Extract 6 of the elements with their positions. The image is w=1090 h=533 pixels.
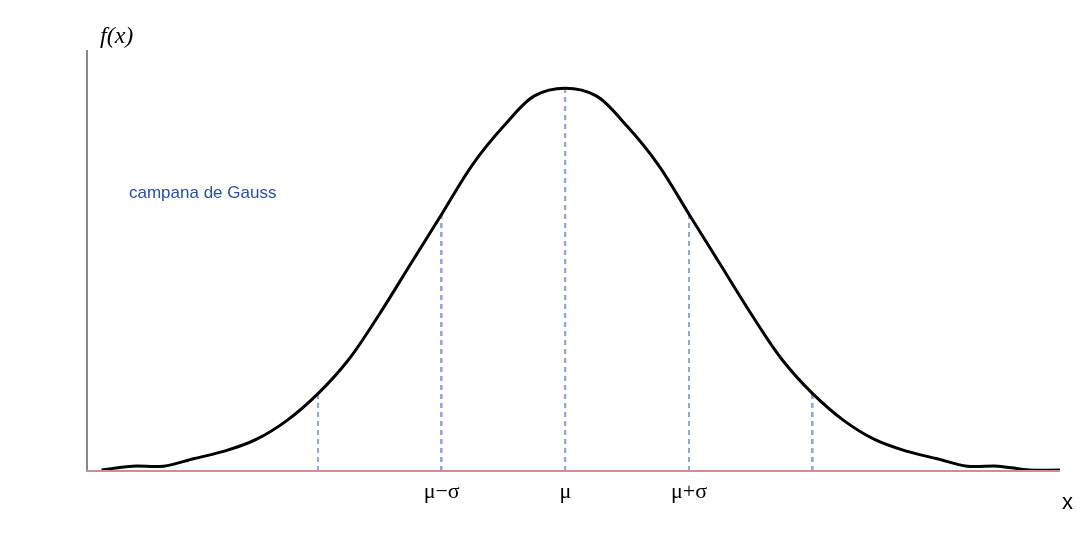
x-tick-label: μ (559, 478, 572, 504)
x-axis-title: x (1062, 489, 1073, 514)
x-tick-label: μ+σ (670, 478, 708, 504)
y-axis-title: f(x) (100, 22, 134, 48)
x-tick-label: μ−σ (423, 478, 460, 504)
annotation: campana de Gauss (129, 183, 277, 202)
